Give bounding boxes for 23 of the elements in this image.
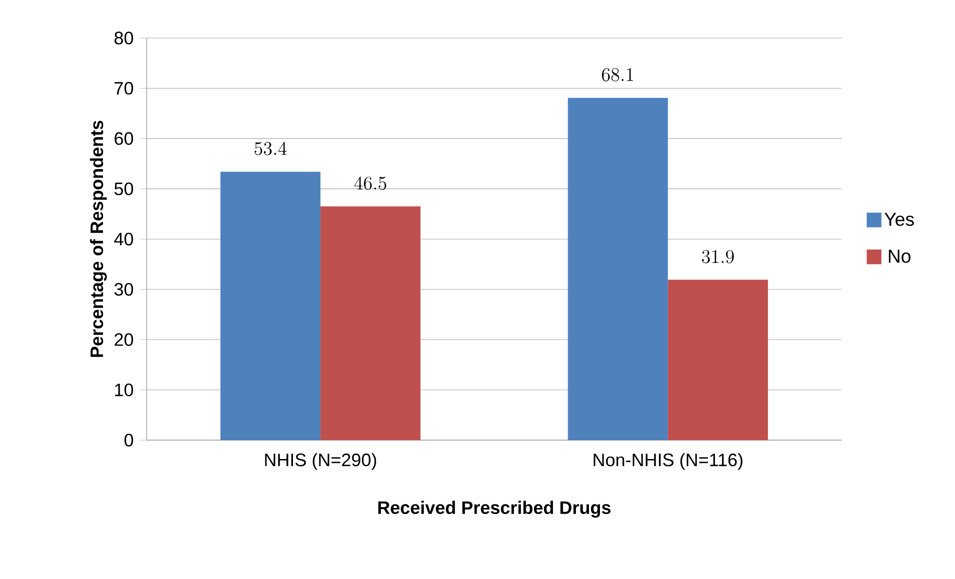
- y-tick-label: 20: [114, 333, 134, 346]
- y-tick-label: 70: [114, 82, 134, 95]
- data-label: 53.4: [254, 142, 287, 156]
- y-tick-label: 10: [115, 384, 134, 396]
- data-label: 31 .9: [702, 250, 734, 264]
- bar: [568, 98, 668, 440]
- y-tick-label: 50: [114, 182, 134, 196]
- y-tick-label: 30: [114, 283, 134, 296]
- y-tick-label: 0: [124, 434, 134, 447]
- legend-label: No: [888, 250, 910, 263]
- y-tick-label: 60: [114, 132, 134, 145]
- x-axis-title: Received Prescribed Drugs: [378, 500, 611, 518]
- legend-label: Yes: [884, 212, 914, 226]
- bar: [220, 172, 320, 440]
- data-label: 68. 1: [602, 68, 634, 82]
- data-label: 46.5: [354, 176, 386, 190]
- bar: [320, 206, 420, 440]
- x-tick-label: NHIS (N=290): [265, 453, 376, 470]
- y-tick-label: 80: [114, 32, 134, 44]
- x-tick-label: Non-NHIS (N=116): [594, 453, 742, 470]
- y-axis-title: Percentage of Respondents: [90, 120, 107, 357]
- y-tick-label: 40: [114, 232, 134, 246]
- bar: [668, 280, 768, 440]
